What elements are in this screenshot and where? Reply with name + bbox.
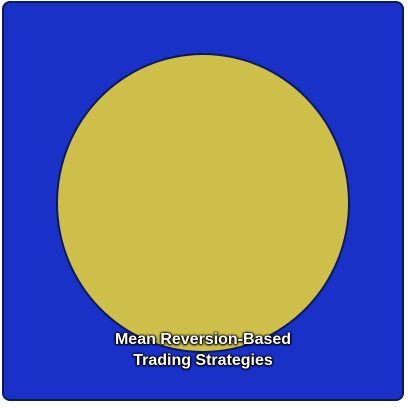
strategy-card[interactable]: Mean Reversion-Based Trading Strategies bbox=[2, 1, 404, 401]
card-caption: Mean Reversion-Based Trading Strategies bbox=[4, 329, 402, 371]
caption-line-1: Mean Reversion-Based bbox=[114, 331, 292, 348]
caption-line-2: Trading Strategies bbox=[133, 352, 273, 369]
circle-icon bbox=[56, 53, 350, 353]
